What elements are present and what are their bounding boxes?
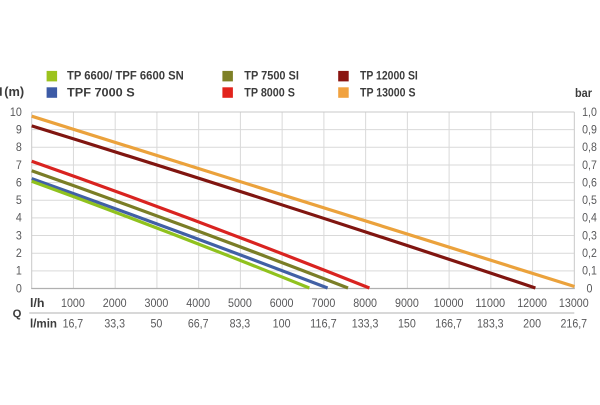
svg-text:5000: 5000 — [228, 296, 252, 310]
svg-text:TP 8000 S: TP 8000 S — [244, 85, 295, 99]
svg-text:8: 8 — [16, 140, 22, 154]
svg-text:0,4: 0,4 — [582, 211, 597, 225]
svg-text:7: 7 — [16, 158, 22, 172]
svg-text:0,9: 0,9 — [582, 123, 597, 137]
svg-text:TPF 7000 S: TPF 7000 S — [67, 85, 135, 99]
svg-text:3: 3 — [16, 228, 22, 242]
svg-text:10000: 10000 — [434, 296, 464, 310]
svg-text:83,3: 83,3 — [230, 317, 251, 331]
svg-text:9: 9 — [16, 123, 22, 137]
svg-text:7000: 7000 — [312, 296, 336, 310]
svg-text:50: 50 — [150, 317, 162, 331]
svg-text:1,0: 1,0 — [582, 105, 597, 119]
svg-text:9000: 9000 — [395, 296, 419, 310]
svg-text:0: 0 — [16, 281, 22, 295]
svg-text:H (m): H (m) — [0, 84, 24, 99]
svg-text:3000: 3000 — [145, 296, 169, 310]
svg-text:11000: 11000 — [475, 296, 505, 310]
svg-text:0: 0 — [587, 281, 593, 295]
svg-text:16,7: 16,7 — [63, 317, 84, 331]
svg-text:0,7: 0,7 — [582, 158, 597, 172]
svg-text:10: 10 — [10, 105, 22, 119]
svg-text:4000: 4000 — [186, 296, 210, 310]
svg-text:13000: 13000 — [559, 296, 589, 310]
svg-text:Q: Q — [13, 308, 22, 320]
svg-text:166,7: 166,7 — [435, 317, 462, 331]
svg-text:2000: 2000 — [103, 296, 127, 310]
svg-text:TP 13000 S: TP 13000 S — [360, 85, 416, 99]
svg-text:l/h: l/h — [30, 296, 45, 310]
svg-text:100: 100 — [273, 317, 291, 331]
svg-text:183,3: 183,3 — [477, 317, 504, 331]
svg-text:12000: 12000 — [517, 296, 547, 310]
svg-text:4: 4 — [16, 211, 22, 225]
svg-text:6000: 6000 — [270, 296, 294, 310]
svg-text:TP 6600/ TPF 6600 SN: TP 6600/ TPF 6600 SN — [67, 68, 184, 82]
svg-text:1000: 1000 — [61, 296, 85, 310]
svg-text:0,5: 0,5 — [582, 193, 597, 207]
svg-text:TP 7500 SI: TP 7500 SI — [244, 68, 299, 82]
svg-text:133,3: 133,3 — [352, 317, 379, 331]
svg-text:216,7: 216,7 — [561, 317, 588, 331]
svg-text:0,8: 0,8 — [582, 140, 597, 154]
svg-text:5: 5 — [16, 193, 22, 207]
svg-text:0,6: 0,6 — [582, 175, 597, 189]
svg-text:0,2: 0,2 — [582, 246, 597, 260]
svg-text:bar: bar — [575, 86, 592, 100]
svg-text:116,7: 116,7 — [310, 317, 337, 331]
svg-text:8000: 8000 — [353, 296, 377, 310]
svg-text:1: 1 — [16, 264, 22, 278]
svg-text:0,1: 0,1 — [582, 264, 597, 278]
svg-text:33,3: 33,3 — [104, 317, 125, 331]
svg-text:2: 2 — [16, 246, 22, 260]
svg-text:200: 200 — [523, 317, 541, 331]
svg-text:150: 150 — [398, 317, 416, 331]
svg-text:66,7: 66,7 — [188, 317, 209, 331]
svg-text:0,3: 0,3 — [582, 228, 597, 242]
svg-text:TP 12000 SI: TP 12000 SI — [360, 68, 418, 82]
svg-text:l/min: l/min — [30, 317, 57, 331]
svg-text:6: 6 — [16, 175, 22, 189]
